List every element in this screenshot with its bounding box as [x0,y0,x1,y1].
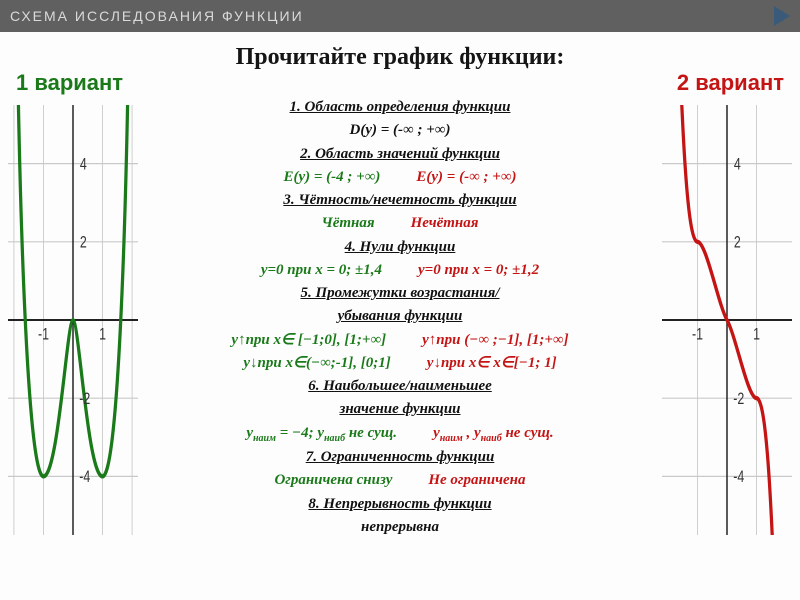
variant-labels: 1 вариант 2 вариант [0,70,800,96]
svg-text:-4: -4 [733,469,744,487]
section-6-heading-2: значение функции [140,398,660,421]
s2-right: E(y) = (-∞ ; +∞) [416,166,516,189]
section-6-heading-1: 6. Наибольшее/наименьшее [140,375,660,398]
top-bar: СХЕМА ИССЛЕДОВАНИЯ ФУНКЦИИ [0,0,800,32]
s5-left-2: y↓при x∈(−∞;-1], [0;1] [243,352,390,375]
svg-text:1: 1 [753,326,760,344]
s5-right-2: y↓при x∈ x∈[−1; 1] [427,352,557,375]
section-4-heading: 4. Нули функции [140,236,660,259]
section-5-heading-1: 5. Промежутки возрастания/ [140,282,660,305]
section-7-heading: 7. Ограниченность функции [140,446,660,469]
page-title: Прочитайте график функции: [0,44,800,71]
s4-left: y=0 при x = 0; ±1,4 [261,259,382,282]
s6-right: yнаим , yнаиб не сущ. [433,422,554,447]
svg-text:-2: -2 [79,391,90,409]
s3-left: Чётная [322,212,375,235]
next-arrow-icon[interactable] [774,6,790,26]
variant-1-label: 1 вариант [16,70,123,96]
s3-right: Нечётная [411,212,479,235]
s5-left-1: y↑при x∈ [−1;0], [1;+∞] [231,329,386,352]
section-8-heading: 8. Непрерывность функции [140,493,660,516]
svg-text:4: 4 [80,156,87,174]
section-2-heading: 2. Область значений функции [140,143,660,166]
s2-left: E(y) = (-4 ; +∞) [283,166,380,189]
variant-2-label: 2 вариант [677,70,784,96]
s4-right: y=0 при x = 0; ±1,2 [418,259,539,282]
svg-text:2: 2 [734,234,741,252]
section-3-heading: 3. Чётность/нечетность функции [140,189,660,212]
svg-text:2: 2 [80,234,87,252]
graph-variant-2: -1 1 2 4 -2 -4 [662,105,792,535]
section-8-value: непрерывна [140,516,660,539]
svg-text:4: 4 [734,156,741,174]
section-1-domain: D(y) = (-∞ ; +∞) [140,119,660,142]
svg-text:-2: -2 [733,391,744,409]
svg-text:-1: -1 [692,326,703,344]
analysis-content: 1. Область определения функции D(y) = (-… [140,96,660,539]
svg-text:-1: -1 [38,326,49,344]
section-5-heading-2: убывания функции [140,305,660,328]
s6-left: yнаим = −4; yнаиб не сущ. [246,422,397,447]
svg-text:-4: -4 [79,469,90,487]
section-1-heading: 1. Область определения функции [140,96,660,119]
s7-right: Не ограничена [428,469,525,492]
graph-variant-1: -1 1 2 4 -2 -4 [8,105,138,535]
topbar-title: СХЕМА ИССЛЕДОВАНИЯ ФУНКЦИИ [10,8,304,24]
s5-right-1: y↑при (−∞ ;−1], [1;+∞] [422,329,568,352]
svg-text:1: 1 [99,326,106,344]
s7-left: Ограничена снизу [274,469,392,492]
